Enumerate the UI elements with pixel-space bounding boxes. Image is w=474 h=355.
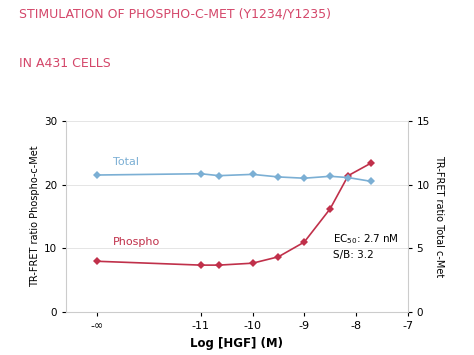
- Text: STIMULATION OF PHOSPHO-C-MET (Y1234/Y1235): STIMULATION OF PHOSPHO-C-MET (Y1234/Y123…: [19, 7, 331, 20]
- Text: EC$_{50}$: 2.7 nM
S/B: 3.2: EC$_{50}$: 2.7 nM S/B: 3.2: [333, 233, 399, 260]
- Text: Phospho: Phospho: [113, 237, 160, 247]
- Text: IN A431 CELLS: IN A431 CELLS: [19, 57, 111, 70]
- X-axis label: Log [HGF] (M): Log [HGF] (M): [191, 337, 283, 350]
- Y-axis label: TR-FRET ratio Phospho-c-Met: TR-FRET ratio Phospho-c-Met: [30, 146, 40, 287]
- Text: Total: Total: [113, 157, 139, 167]
- Y-axis label: TR-FRET ratio Total c-Met: TR-FRET ratio Total c-Met: [434, 155, 444, 278]
